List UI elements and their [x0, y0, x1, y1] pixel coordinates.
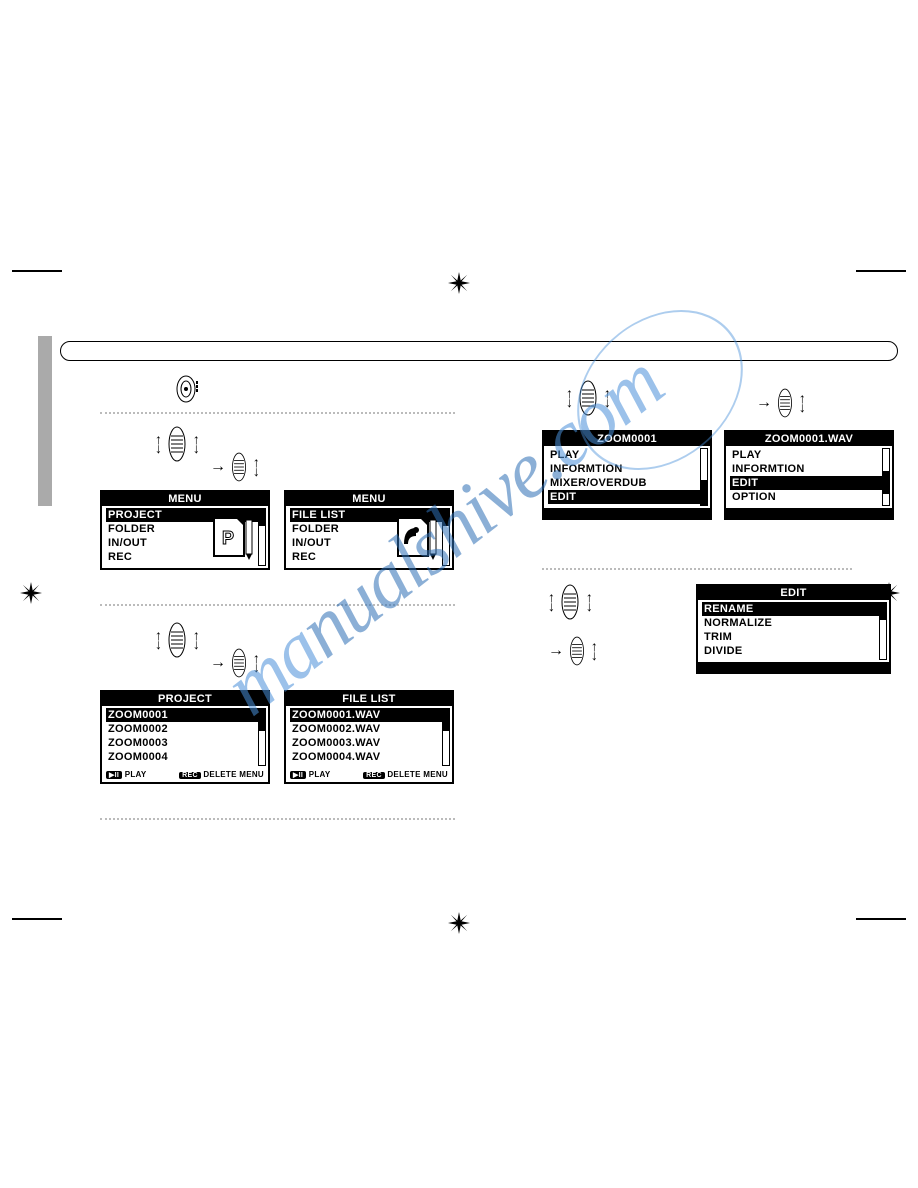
- lcd-title: ZOOM0001.WAV: [726, 432, 892, 446]
- crop-mark: [856, 918, 906, 920]
- lcd-title: FILE LIST: [286, 692, 452, 706]
- list-item: ZOOM0004.WAV: [290, 750, 448, 764]
- lcd-menu-filelist: MENU FILE LIST FOLDER IN/OUT REC: [284, 490, 454, 570]
- scrollbar: [879, 602, 887, 660]
- list-item: ZOOM0001: [106, 708, 264, 722]
- rec-btn-label: REC: [179, 772, 201, 779]
- registration-mark-icon: [448, 912, 470, 934]
- crop-mark: [856, 270, 906, 272]
- lcd-zoom-project: ZOOM0001 PLAY INFORMTION MIXER/OVERDUB E…: [542, 430, 712, 520]
- lcd-edit-menu: EDIT RENAME NORMALIZE TRIM DIVIDE: [696, 584, 891, 674]
- lcd-zoom-file: ZOOM0001.WAV PLAY INFORMTION EDIT OPTION: [724, 430, 894, 520]
- menu-item: DIVIDE: [702, 644, 885, 658]
- list-item: ZOOM0002.WAV: [290, 722, 448, 736]
- lcd-footer: ▶II PLAY REC DELETE MENU: [102, 768, 268, 782]
- menu-item: TRIM: [702, 630, 885, 644]
- project-doc-icon: P: [210, 514, 254, 560]
- lcd-title: MENU: [286, 492, 452, 506]
- scrollbar: [258, 508, 266, 566]
- list-item: ZOOM0001.WAV: [290, 708, 448, 722]
- separator: [542, 568, 852, 570]
- registration-mark-icon: [20, 582, 42, 604]
- menu-item: RENAME: [702, 602, 885, 616]
- menu-item: MIXER/OVERDUB: [548, 476, 706, 490]
- scroll-icon: ↑↓ ↑↓: [155, 620, 200, 660]
- press-icon: → ↑↓: [210, 646, 260, 680]
- footer-label: DELETE MENU: [203, 770, 264, 779]
- crop-mark: [12, 270, 62, 272]
- scroll-icon: ↑↓ ↑↓: [548, 582, 593, 622]
- separator: [100, 818, 455, 820]
- lcd-menu-project: MENU PROJECT FOLDER IN/OUT REC P: [100, 490, 270, 570]
- header-bar: [60, 341, 898, 361]
- scrollbar: [700, 448, 708, 506]
- menu-item: PLAY: [548, 448, 706, 462]
- scrollbar: [442, 708, 450, 766]
- list-item: ZOOM0003: [106, 736, 264, 750]
- file-doc-icon: [394, 514, 438, 560]
- menu-item: EDIT: [730, 476, 888, 490]
- lcd-title: EDIT: [698, 586, 889, 600]
- menu-item: INFORMTION: [730, 462, 888, 476]
- lcd-file-list: FILE LIST ZOOM0001.WAV ZOOM0002.WAV ZOOM…: [284, 690, 454, 784]
- crop-mark: [12, 918, 62, 920]
- lcd-project-list: PROJECT ZOOM0001 ZOOM0002 ZOOM0003 ZOOM0…: [100, 690, 270, 784]
- footer-label: PLAY: [309, 770, 331, 779]
- separator: [100, 412, 455, 414]
- lcd-title: MENU: [102, 492, 268, 506]
- play-btn-label: ▶II: [106, 771, 122, 779]
- menu-item: EDIT: [548, 490, 706, 504]
- scrollbar: [442, 508, 450, 566]
- footer-label: DELETE MENU: [387, 770, 448, 779]
- page-side-tab: [38, 336, 52, 506]
- lcd-footer: ▶II PLAY REC DELETE MENU: [286, 768, 452, 782]
- scroll-icon: ↑↓ ↑↓: [155, 424, 200, 464]
- list-item: ZOOM0003.WAV: [290, 736, 448, 750]
- play-btn-label: ▶II: [290, 771, 306, 779]
- list-item: ZOOM0004: [106, 750, 264, 764]
- menu-button-icon: [175, 374, 201, 404]
- press-icon: → ↑↓: [210, 450, 260, 484]
- lcd-title: PROJECT: [102, 692, 268, 706]
- press-icon: → ↑↓: [548, 634, 598, 668]
- rec-btn-label: REC: [363, 772, 385, 779]
- svg-text:P: P: [222, 528, 234, 548]
- registration-mark-icon: [448, 272, 470, 294]
- list-item: ZOOM0002: [106, 722, 264, 736]
- menu-item: OPTION: [730, 490, 888, 504]
- scroll-icon: ↑↓ ↑↓: [566, 378, 611, 418]
- footer-label: PLAY: [125, 770, 147, 779]
- menu-item: NORMALIZE: [702, 616, 885, 630]
- lcd-title: ZOOM0001: [544, 432, 710, 446]
- menu-item: PLAY: [730, 448, 888, 462]
- scrollbar: [258, 708, 266, 766]
- scrollbar: [882, 448, 890, 506]
- press-icon: → ↑↓: [756, 386, 806, 420]
- separator: [100, 604, 455, 606]
- menu-item: INFORMTION: [548, 462, 706, 476]
